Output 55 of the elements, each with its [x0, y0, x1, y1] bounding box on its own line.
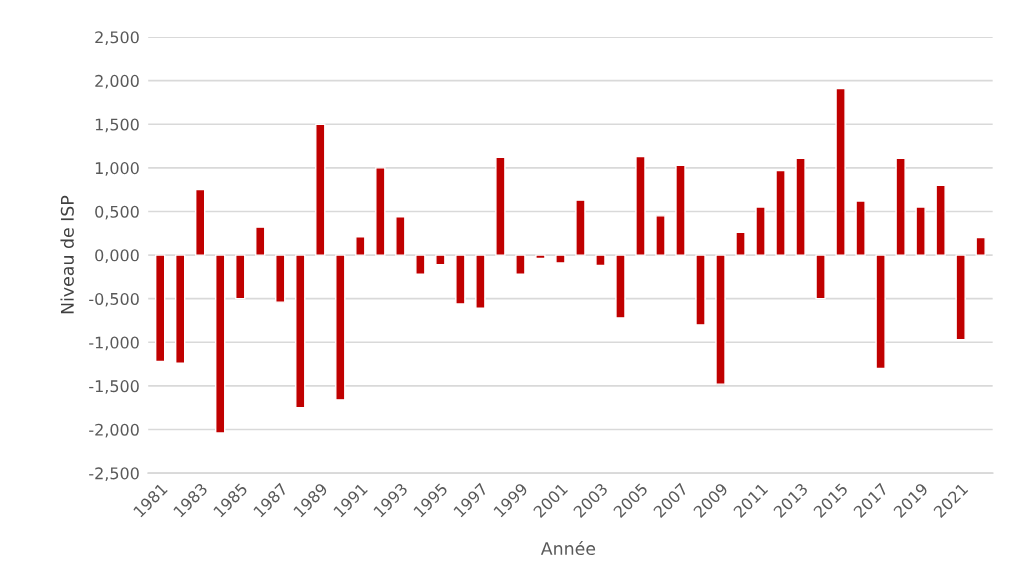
bar — [475, 254, 486, 309]
bar — [775, 169, 786, 256]
bar — [855, 200, 866, 256]
bar — [495, 156, 506, 256]
bar — [835, 87, 846, 256]
bar — [515, 254, 526, 275]
bar — [815, 254, 826, 300]
bar — [555, 254, 566, 264]
y-tick-label: -1,500 — [89, 380, 139, 394]
bar — [235, 254, 246, 300]
y-axis-title: Niveau de ISP — [60, 195, 74, 314]
bar — [635, 155, 646, 256]
bar — [355, 236, 366, 256]
bar — [895, 157, 906, 256]
bar — [695, 254, 706, 326]
bar — [195, 188, 206, 256]
bar — [255, 226, 266, 256]
y-tick-label: -0,500 — [89, 292, 139, 307]
bar — [655, 215, 666, 256]
y-tick-label: 2,500 — [95, 31, 139, 45]
bar — [435, 254, 446, 266]
bar — [795, 157, 806, 256]
bar — [975, 236, 986, 256]
y-tick-label: -1,000 — [89, 336, 139, 351]
bar — [935, 184, 946, 256]
bar — [375, 167, 386, 256]
bar — [215, 254, 226, 434]
bar — [175, 254, 186, 364]
bar — [154, 254, 166, 363]
bar — [535, 254, 546, 260]
y-tick-label: 1,500 — [95, 118, 139, 133]
y-tick-label: 0,000 — [95, 249, 139, 263]
y-tick-label: 2,000 — [95, 74, 139, 89]
bar — [275, 254, 286, 303]
bar — [915, 206, 926, 256]
bar — [675, 164, 686, 256]
y-tick-label: 0,500 — [95, 205, 139, 220]
bar — [295, 254, 306, 409]
y-tick-label: -2,000 — [89, 423, 139, 438]
bar — [455, 254, 466, 305]
bar — [735, 231, 746, 256]
bar — [755, 206, 766, 256]
bar — [595, 254, 606, 267]
bar — [955, 254, 966, 341]
y-tick-label: -2,500 — [89, 467, 139, 482]
bar — [315, 123, 326, 256]
bar — [335, 254, 346, 401]
y-tick-label: 1,000 — [95, 162, 139, 176]
bar — [715, 254, 726, 385]
bar — [615, 254, 626, 319]
bar — [415, 254, 426, 275]
x-axis-title: Année — [540, 540, 596, 556]
bar — [875, 254, 886, 370]
bar — [575, 199, 586, 256]
bar — [395, 216, 406, 256]
